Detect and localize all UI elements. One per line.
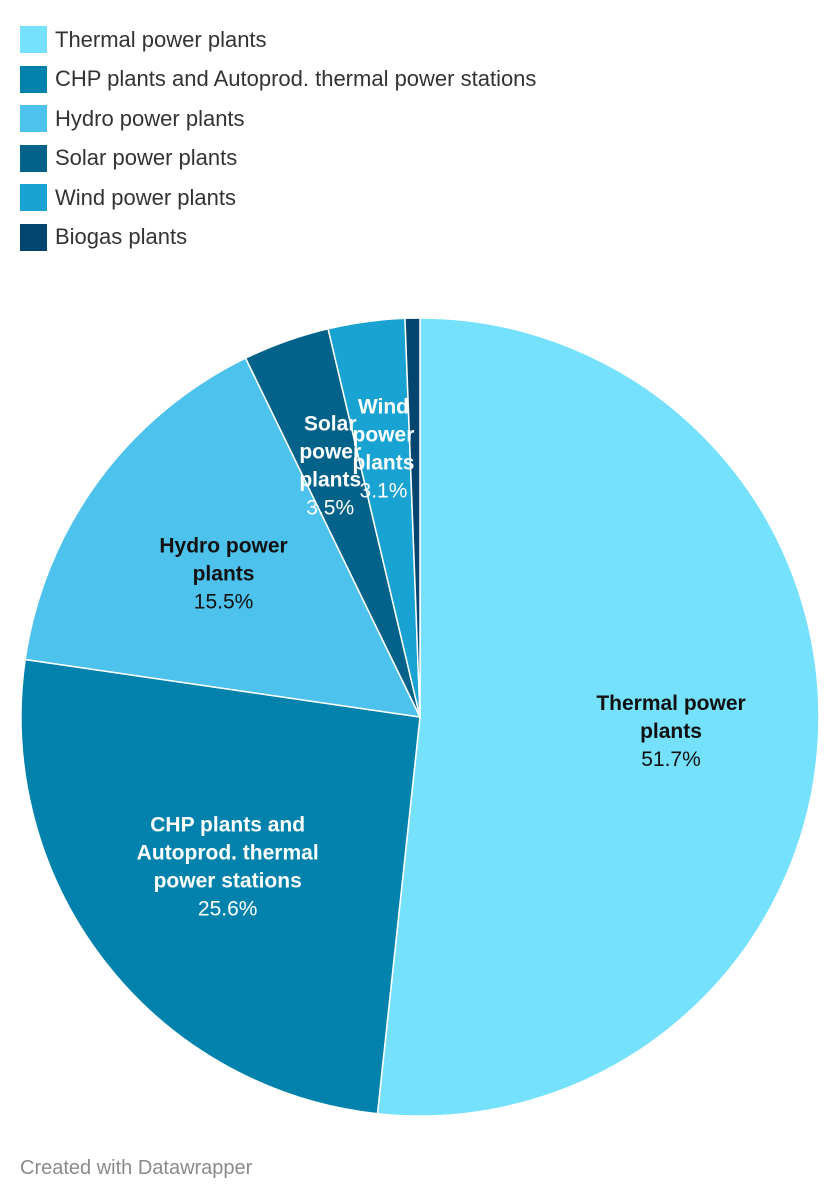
legend-label: Thermal power plants bbox=[55, 26, 267, 52]
slice-label-name: Autoprod. thermal bbox=[137, 842, 319, 865]
footer-credit: Created with Datawrapper bbox=[20, 1157, 253, 1179]
legend-swatch bbox=[20, 65, 47, 93]
slice-label-name: power stations bbox=[154, 870, 302, 893]
slice-label-name: Wind bbox=[358, 396, 409, 419]
legend-label: CHP plants and Autoprod. thermal power s… bbox=[55, 66, 537, 92]
slice-label-name: plants bbox=[193, 563, 255, 586]
slice-label-name: power bbox=[299, 441, 361, 464]
legend-item: CHP plants and Autoprod. thermal power s… bbox=[20, 60, 536, 100]
legend-item: Solar power plants bbox=[20, 139, 536, 179]
slice-label: Solar power plants 3.5% bbox=[299, 413, 361, 520]
slice-label-name: Solar bbox=[304, 413, 357, 436]
legend-label: Solar power plants bbox=[55, 145, 238, 171]
slice-label: CHP plants and Autoprod. thermal power sta… bbox=[137, 814, 319, 921]
pie-slice bbox=[24, 357, 422, 718]
legend-swatch bbox=[20, 26, 47, 54]
legend-swatch bbox=[20, 105, 47, 133]
slice-label-name: Thermal power bbox=[596, 692, 745, 715]
slice-label-value: 15.5% bbox=[194, 591, 254, 614]
slice-label-name: plants bbox=[353, 452, 415, 475]
legend-item: Thermal power plants bbox=[20, 20, 536, 60]
legend-swatch bbox=[20, 144, 47, 172]
slice-label-value: 51.7% bbox=[641, 748, 701, 771]
legend-swatch bbox=[20, 184, 47, 212]
legend-label: Wind power plants bbox=[55, 184, 236, 210]
pie-slice bbox=[376, 317, 820, 1117]
slice-label-name: plants bbox=[640, 720, 702, 743]
legend-item: Wind power plants bbox=[20, 178, 536, 218]
legend-item: Hydro power plants bbox=[20, 99, 536, 139]
legend-item: Biogas plants bbox=[20, 218, 536, 258]
slice-label: Hydro power plants 15.5% bbox=[159, 535, 287, 614]
legend-label: Biogas plants bbox=[55, 224, 188, 250]
slice-label-name: plants bbox=[299, 469, 361, 492]
legend-swatch bbox=[20, 223, 47, 251]
slice-label: Wind power plants 3.1% bbox=[353, 396, 415, 503]
chart-legend: Thermal power plants CHP plants and Autop… bbox=[20, 20, 536, 257]
slice-label-name: CHP plants and bbox=[150, 814, 305, 837]
slice-label: Thermal power plants 51.7% bbox=[596, 692, 745, 771]
slice-label-name: Hydro power bbox=[159, 535, 287, 558]
slice-label-value: 25.6% bbox=[198, 898, 258, 921]
slice-label-value: 3.1% bbox=[360, 480, 408, 503]
slice-label-value: 3.5% bbox=[306, 497, 354, 520]
slice-label-name: power bbox=[353, 424, 415, 447]
pie-slice bbox=[20, 658, 421, 1115]
legend-label: Hydro power plants bbox=[55, 105, 245, 131]
pie-slice bbox=[404, 317, 421, 718]
